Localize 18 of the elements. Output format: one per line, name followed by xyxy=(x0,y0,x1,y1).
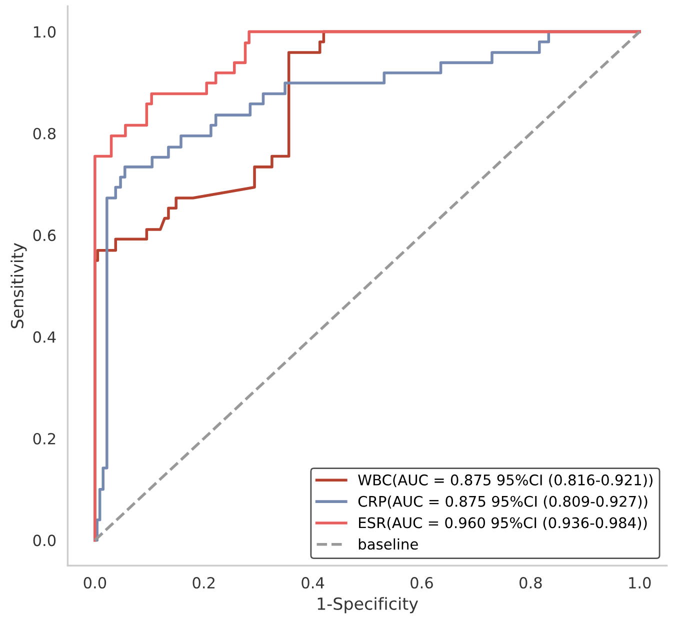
x-axis-title: 1-Specificity xyxy=(318,597,418,614)
y-tick-label: 0.6 xyxy=(33,230,56,242)
x-tick-label: 0.0 xyxy=(84,577,106,589)
y-tick-label: 0.8 xyxy=(33,128,56,140)
legend-label: baseline xyxy=(358,538,418,550)
legend-label: WBC(AUC = 0.875 95%CI (0.816-0.921)) xyxy=(358,474,652,488)
y-tick-label: 0.4 xyxy=(33,331,56,343)
y-axis-title: Sensitivity xyxy=(10,243,27,328)
x-tick-label: 0.4 xyxy=(302,577,324,589)
y-tick-label: 0.0 xyxy=(33,534,56,546)
x-tick-label: 0.2 xyxy=(192,577,214,589)
x-tick-label: 1.0 xyxy=(629,577,651,589)
legend-label: CRP(AUC = 0.875 95%CI (0.809-0.927)) xyxy=(358,496,648,509)
x-tick-label: 0.8 xyxy=(520,577,542,589)
y-tick-label: 0.2 xyxy=(33,432,56,445)
y-tick-label: 1.0 xyxy=(34,26,56,38)
x-tick-label: 0.6 xyxy=(410,577,433,589)
legend-label: ESR(AUC = 0.960 95%CI (0.936-0.984)) xyxy=(359,516,647,530)
